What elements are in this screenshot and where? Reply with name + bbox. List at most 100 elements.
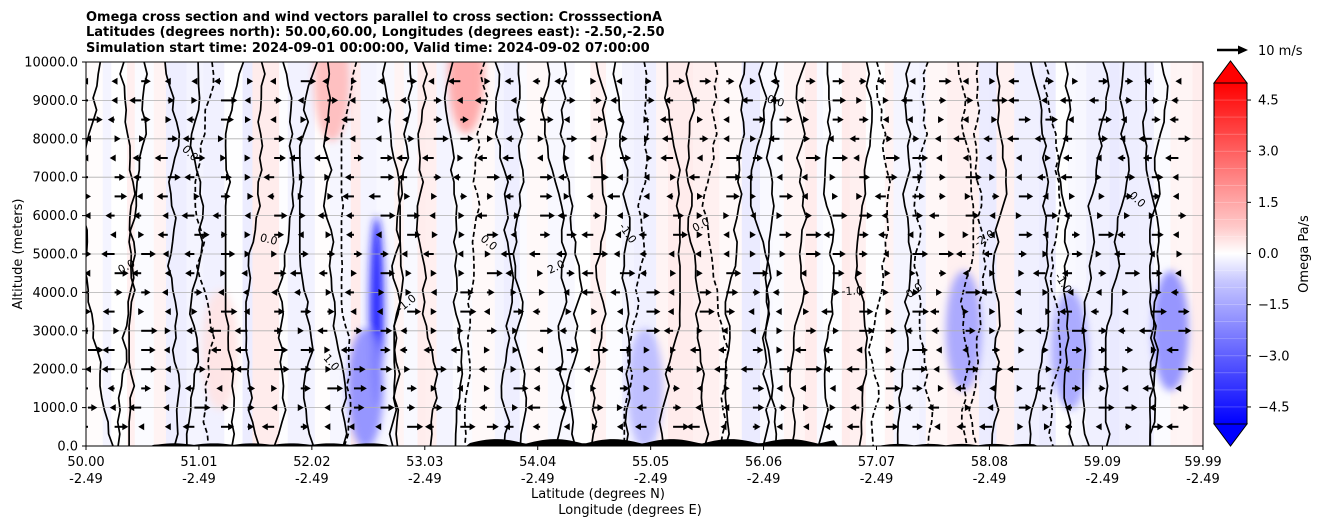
wind-vector [244, 231, 251, 239]
wind-vector [540, 116, 554, 124]
wind-vector [749, 327, 756, 335]
wind-vector [375, 423, 382, 431]
wind-vector [1172, 231, 1179, 239]
wind-vector [955, 250, 966, 258]
wind-vector [503, 423, 514, 431]
wind-vectors [86, 77, 1195, 431]
wind-vector [832, 212, 848, 220]
wind-vector [775, 308, 782, 316]
wind-vector [102, 346, 115, 354]
wind-vector [670, 269, 677, 277]
wind-vector [423, 346, 434, 354]
wind-vector [846, 423, 860, 431]
wind-vector [114, 192, 128, 200]
wind-vector [1120, 116, 1127, 124]
wind-vector [396, 154, 408, 162]
wind-vector [936, 154, 943, 162]
wind-vector [1098, 77, 1109, 85]
wind-vector [1178, 308, 1190, 316]
wind-vector [476, 154, 487, 162]
wind-vector [1090, 308, 1099, 316]
wind-vector [298, 173, 305, 181]
wind-vector [475, 212, 487, 220]
wind-vector [697, 192, 704, 200]
wind-vector [141, 346, 156, 354]
wind-vector [220, 96, 238, 104]
wind-vector [1018, 346, 1025, 354]
wind-vector [380, 365, 393, 373]
colorbar-tick-label: −3.0 [1258, 349, 1290, 364]
wind-vector [936, 288, 943, 296]
wind-vector [141, 327, 158, 335]
wind-vector [882, 116, 889, 124]
x-tick-label-lat: 59.99 [1184, 455, 1221, 470]
wind-vector [1098, 384, 1106, 392]
wind-vector [673, 231, 688, 239]
wind-vector [141, 365, 157, 373]
wind-vector [832, 192, 839, 200]
wind-vector [350, 269, 357, 277]
wind-vector [274, 135, 285, 143]
wind-vector [161, 288, 168, 296]
wind-vector [380, 250, 389, 258]
wind-vector [111, 77, 118, 85]
wind-vector [317, 327, 328, 335]
wind-vector [566, 269, 575, 277]
wind-vector [194, 404, 211, 412]
wind-vector [956, 423, 966, 431]
wind-vector [1178, 404, 1190, 412]
wind-vector [300, 308, 312, 316]
wind-vector [380, 327, 393, 335]
wind-vector [1098, 327, 1108, 335]
wind-vector [400, 327, 408, 335]
wind-vector [139, 135, 146, 143]
wind-vector [664, 96, 674, 104]
y-tick-label: 6000.0 [33, 209, 79, 224]
wind-vector [1098, 116, 1112, 124]
wind-vector [1166, 346, 1179, 354]
wind-vector [799, 384, 807, 392]
wind-vector [380, 384, 387, 392]
wind-vector [402, 116, 409, 124]
wind-vector [113, 327, 120, 335]
wind-vector [752, 269, 769, 277]
wind-vector [939, 77, 952, 85]
wind-vector [590, 384, 597, 392]
wind-vector [566, 96, 576, 104]
wind-vector [433, 173, 442, 181]
wind-vector [859, 327, 875, 335]
wind-vector [184, 173, 195, 181]
wind-vector [88, 404, 98, 412]
wind-vector [912, 423, 923, 431]
wind-vector [856, 96, 863, 104]
wind-vector [86, 308, 91, 315]
wind-vector [929, 308, 940, 316]
wind-vector [380, 173, 395, 181]
wind-vector [164, 308, 171, 316]
wind-vector [1018, 192, 1034, 200]
wind-vector [823, 365, 833, 373]
wind-vector [407, 77, 418, 85]
wind-vector [217, 135, 224, 143]
wind-vector [220, 154, 227, 162]
wind-vector [1117, 327, 1126, 335]
wind-vector [882, 96, 889, 104]
wind-vector [537, 135, 544, 143]
wind-vector [244, 173, 251, 181]
wind-vector [885, 423, 899, 431]
wind-vector [909, 77, 916, 85]
omega-contour-line [1043, 62, 1062, 446]
wind-vector [424, 423, 434, 431]
wind-vector [86, 99, 88, 102]
wind-vector [1034, 135, 1046, 143]
wind-vector [912, 288, 919, 296]
wind-vector [721, 327, 728, 335]
wind-vector [533, 384, 541, 392]
wind-vector [832, 250, 846, 258]
x-axis-ticks: 50.00 -2.49 51.01 -2.49 52.02 -2.49 53.03 -2.49… [67, 446, 1222, 487]
wind-vector [540, 212, 555, 220]
wind-vector [1150, 346, 1157, 354]
wind-vector [1095, 250, 1102, 258]
wind-vector [1035, 327, 1046, 335]
wind-vector [878, 231, 886, 239]
